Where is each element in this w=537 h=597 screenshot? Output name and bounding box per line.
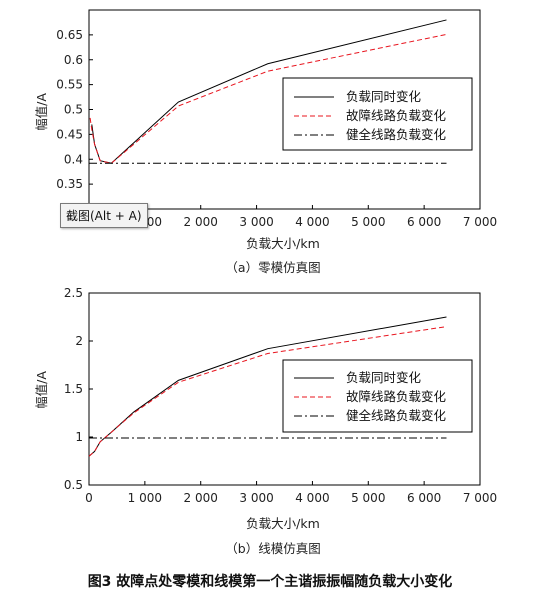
chart-a-xtick-label: 3 000 bbox=[239, 215, 273, 229]
chart-b-series-line-2 bbox=[88, 326, 447, 457]
chart-b-series bbox=[88, 316, 447, 457]
chart-a-legend-label-simultaneous: 负载同时变化 bbox=[346, 89, 422, 104]
chart-b-ytick-label: 1 bbox=[75, 430, 83, 444]
chart-b-ylabel: 幅值/A bbox=[34, 371, 49, 409]
chart-a-ytick-label: 0.6 bbox=[64, 53, 83, 67]
chart-b-xtick-label: 0 bbox=[85, 491, 93, 505]
chart-b-legend-label-healthy: 健全线路负载变化 bbox=[346, 408, 447, 423]
chart-b-ytick-label: 2.5 bbox=[64, 286, 83, 300]
chart-a-ytick-label: 0.65 bbox=[56, 28, 83, 42]
chart-a-caption: （a）零模仿真图 bbox=[225, 260, 320, 275]
chart-a-ytick-label: 0.55 bbox=[56, 78, 83, 92]
chart-b-xtick-label: 1 000 bbox=[128, 491, 162, 505]
chart-a-legend-box bbox=[282, 77, 473, 151]
chart-a-series bbox=[89, 19, 447, 164]
chart-a-ytick-label: 0.35 bbox=[56, 177, 83, 191]
chart-b: 0 1 000 2 000 3 000 4 000 5 000 6 000 7 000 0.5 1… bbox=[34, 286, 497, 556]
chart-a-legend-label-healthy: 健全线路负载变化 bbox=[346, 127, 447, 142]
chart-b-legend-label-fault: 故障线路负载变化 bbox=[346, 389, 447, 404]
chart-b-xtick-label: 3 000 bbox=[239, 491, 273, 505]
chart-b-xtick-label: 6 000 bbox=[407, 491, 441, 505]
chart-a-legend-label-fault: 故障线路负载变化 bbox=[346, 108, 447, 123]
chart-a-ytick-label: 0.5 bbox=[64, 103, 83, 117]
chart-a-series-line-2 bbox=[89, 33, 447, 164]
chart-b-ytick-label: 0.5 bbox=[64, 478, 83, 492]
figure-caption: 图3 故障点处零模和线模第一个主谐振振幅随负载大小变化 bbox=[88, 573, 453, 590]
chart-b-xtick-label: 4 000 bbox=[295, 491, 329, 505]
chart-b-xlabel: 负载大小/km bbox=[246, 516, 320, 531]
chart-b-ticks: 0 1 000 2 000 3 000 4 000 5 000 6 000 7 000 0.5 1… bbox=[64, 286, 497, 505]
chart-b-ytick-label: 1.5 bbox=[64, 382, 83, 396]
chart-a-ytick-label: 0.45 bbox=[56, 127, 83, 141]
chart-b-legend-box bbox=[282, 359, 473, 433]
chart-b-legend-label-simultaneous: 负载同时变化 bbox=[346, 370, 422, 385]
chart-a-xtick-label: 6 000 bbox=[407, 215, 441, 229]
chart-a-xlabel: 负载大小/km bbox=[246, 236, 320, 251]
chart-a-ylabel: 幅值/A bbox=[34, 93, 49, 131]
screenshot-tooltip: 截图(Alt + A) bbox=[60, 203, 148, 228]
chart-a-xtick-label: 7 000 bbox=[463, 215, 497, 229]
chart-a-xtick-label: 2 000 bbox=[184, 215, 218, 229]
chart-a-legend: 负载同时变化 故障线路负载变化 健全线路负载变化 bbox=[282, 77, 473, 151]
chart-a-series-line-1 bbox=[91, 19, 447, 164]
chart-b-ytick-label: 2 bbox=[75, 334, 83, 348]
chart-b-xtick-label: 2 000 bbox=[184, 491, 218, 505]
chart-a-xtick-label: 5 000 bbox=[351, 215, 385, 229]
chart-a-ytick-label: 0.4 bbox=[64, 152, 83, 166]
chart-a-xtick-label: 4 000 bbox=[295, 215, 329, 229]
chart-b-legend: 负载同时变化 故障线路负载变化 健全线路负载变化 bbox=[282, 359, 473, 433]
chart-b-caption: （b）线模仿真图 bbox=[225, 541, 320, 556]
chart-b-xtick-label: 7 000 bbox=[463, 491, 497, 505]
chart-b-xtick-label: 5 000 bbox=[351, 491, 385, 505]
